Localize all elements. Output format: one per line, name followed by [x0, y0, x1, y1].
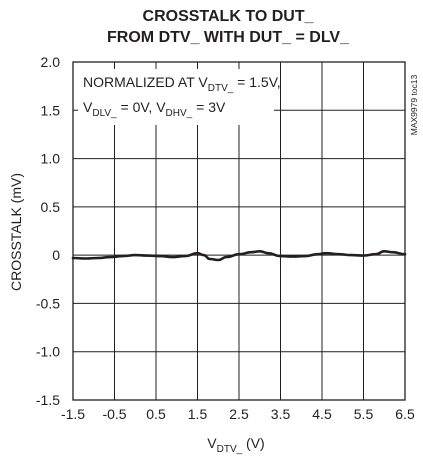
- chart-title-line2: FROM DTV_ WITH DUT_ = DLV_: [107, 29, 350, 46]
- x-tick-label: 4.5: [312, 406, 332, 422]
- x-tick-label: -0.5: [102, 406, 126, 422]
- y-tick-label: 1.0: [41, 151, 61, 167]
- x-tick-label: 2.5: [229, 406, 249, 422]
- x-tick-label: 5.5: [354, 406, 374, 422]
- series-line: [71, 250, 407, 262]
- side-label: MAX9979 toc13: [409, 74, 419, 135]
- x-tick-labels: -1.5 -0.5 0.5 1.5 2.5 3.5 4.5 5.5 6.5: [61, 406, 415, 422]
- y-tick-label: -1.5: [36, 392, 60, 408]
- y-tick-label: -1.0: [36, 344, 60, 360]
- annotation-box: [78, 69, 274, 125]
- y-tick-label: 0: [52, 247, 60, 263]
- x-tick-label: 3.5: [271, 406, 291, 422]
- chart-title-line1: CROSSTALK TO DUT_: [143, 8, 315, 25]
- x-tick-label: 0.5: [146, 406, 166, 422]
- y-tick-label: 1.5: [41, 102, 61, 118]
- x-tick-label: -1.5: [61, 406, 85, 422]
- x-axis-label: VDTV_ (V): [207, 435, 264, 455]
- y-tick-label: 0.5: [41, 199, 61, 215]
- y-axis-label: CROSSTALK (mV): [8, 173, 24, 291]
- annotation-line1: NORMALIZED AT VDTV_ = 1.5V,: [83, 74, 281, 94]
- x-tick-label: 6.5: [395, 406, 415, 422]
- annotation-line2: VDLV_ = 0V, VDHV_ = 3V: [83, 99, 226, 119]
- y-tick-label: 2.0: [41, 54, 61, 70]
- y-tick-label: -0.5: [36, 295, 60, 311]
- plot-frame: [72, 61, 406, 401]
- x-tick-label: 1.5: [188, 406, 208, 422]
- y-tick-labels: 2.0 1.5 1.0 0.5 0 -0.5 -1.0 -1.5: [36, 54, 60, 408]
